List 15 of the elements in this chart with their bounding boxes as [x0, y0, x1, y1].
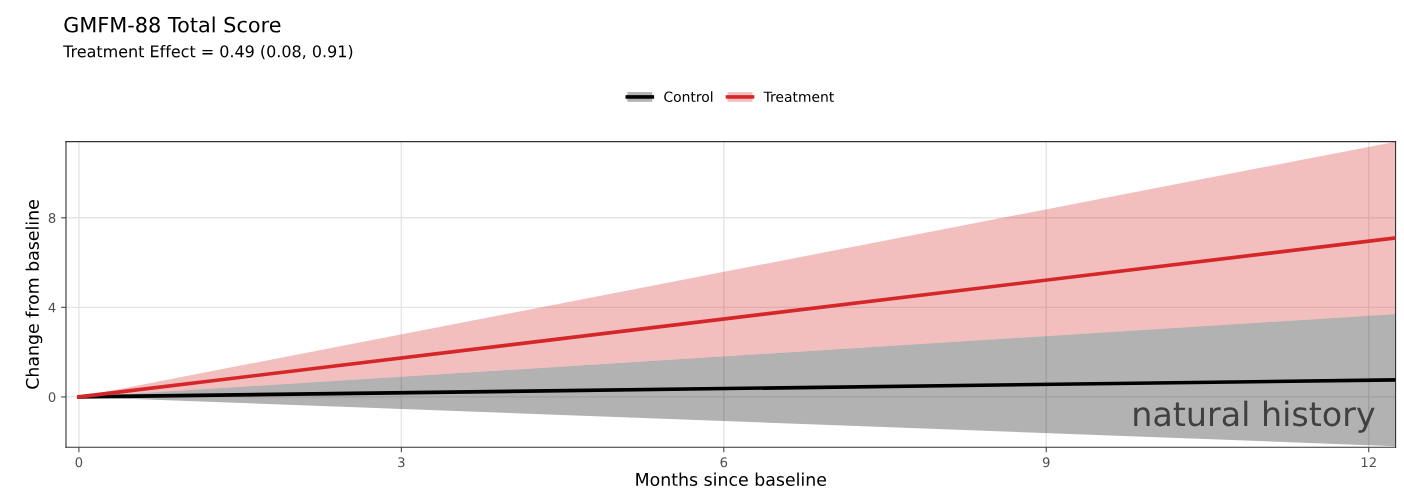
x-tick-label: 12: [1361, 457, 1376, 468]
legend-label: Control: [664, 91, 713, 102]
x-tick-label: 9: [1042, 457, 1050, 468]
annotation: natural history: [1134, 400, 1375, 433]
x-tick-label: 6: [720, 457, 728, 468]
x-tick-label: 3: [398, 457, 405, 468]
x-tick-label: 0: [75, 457, 83, 468]
chart-title: GMFM-88 Total Score: [64, 16, 281, 33]
y-tick-label: 8: [48, 213, 56, 223]
y-axis-title: Change from baseline: [25, 200, 43, 389]
y-tick-label: 4: [48, 302, 56, 313]
chart-subtitle: Treatment Effect = 0.49 (0.08, 0.91): [63, 45, 353, 60]
legend-label: Treatment: [763, 91, 834, 102]
x-axis-title: Months since baseline: [636, 472, 827, 487]
y-tick-label: 0: [48, 392, 56, 403]
